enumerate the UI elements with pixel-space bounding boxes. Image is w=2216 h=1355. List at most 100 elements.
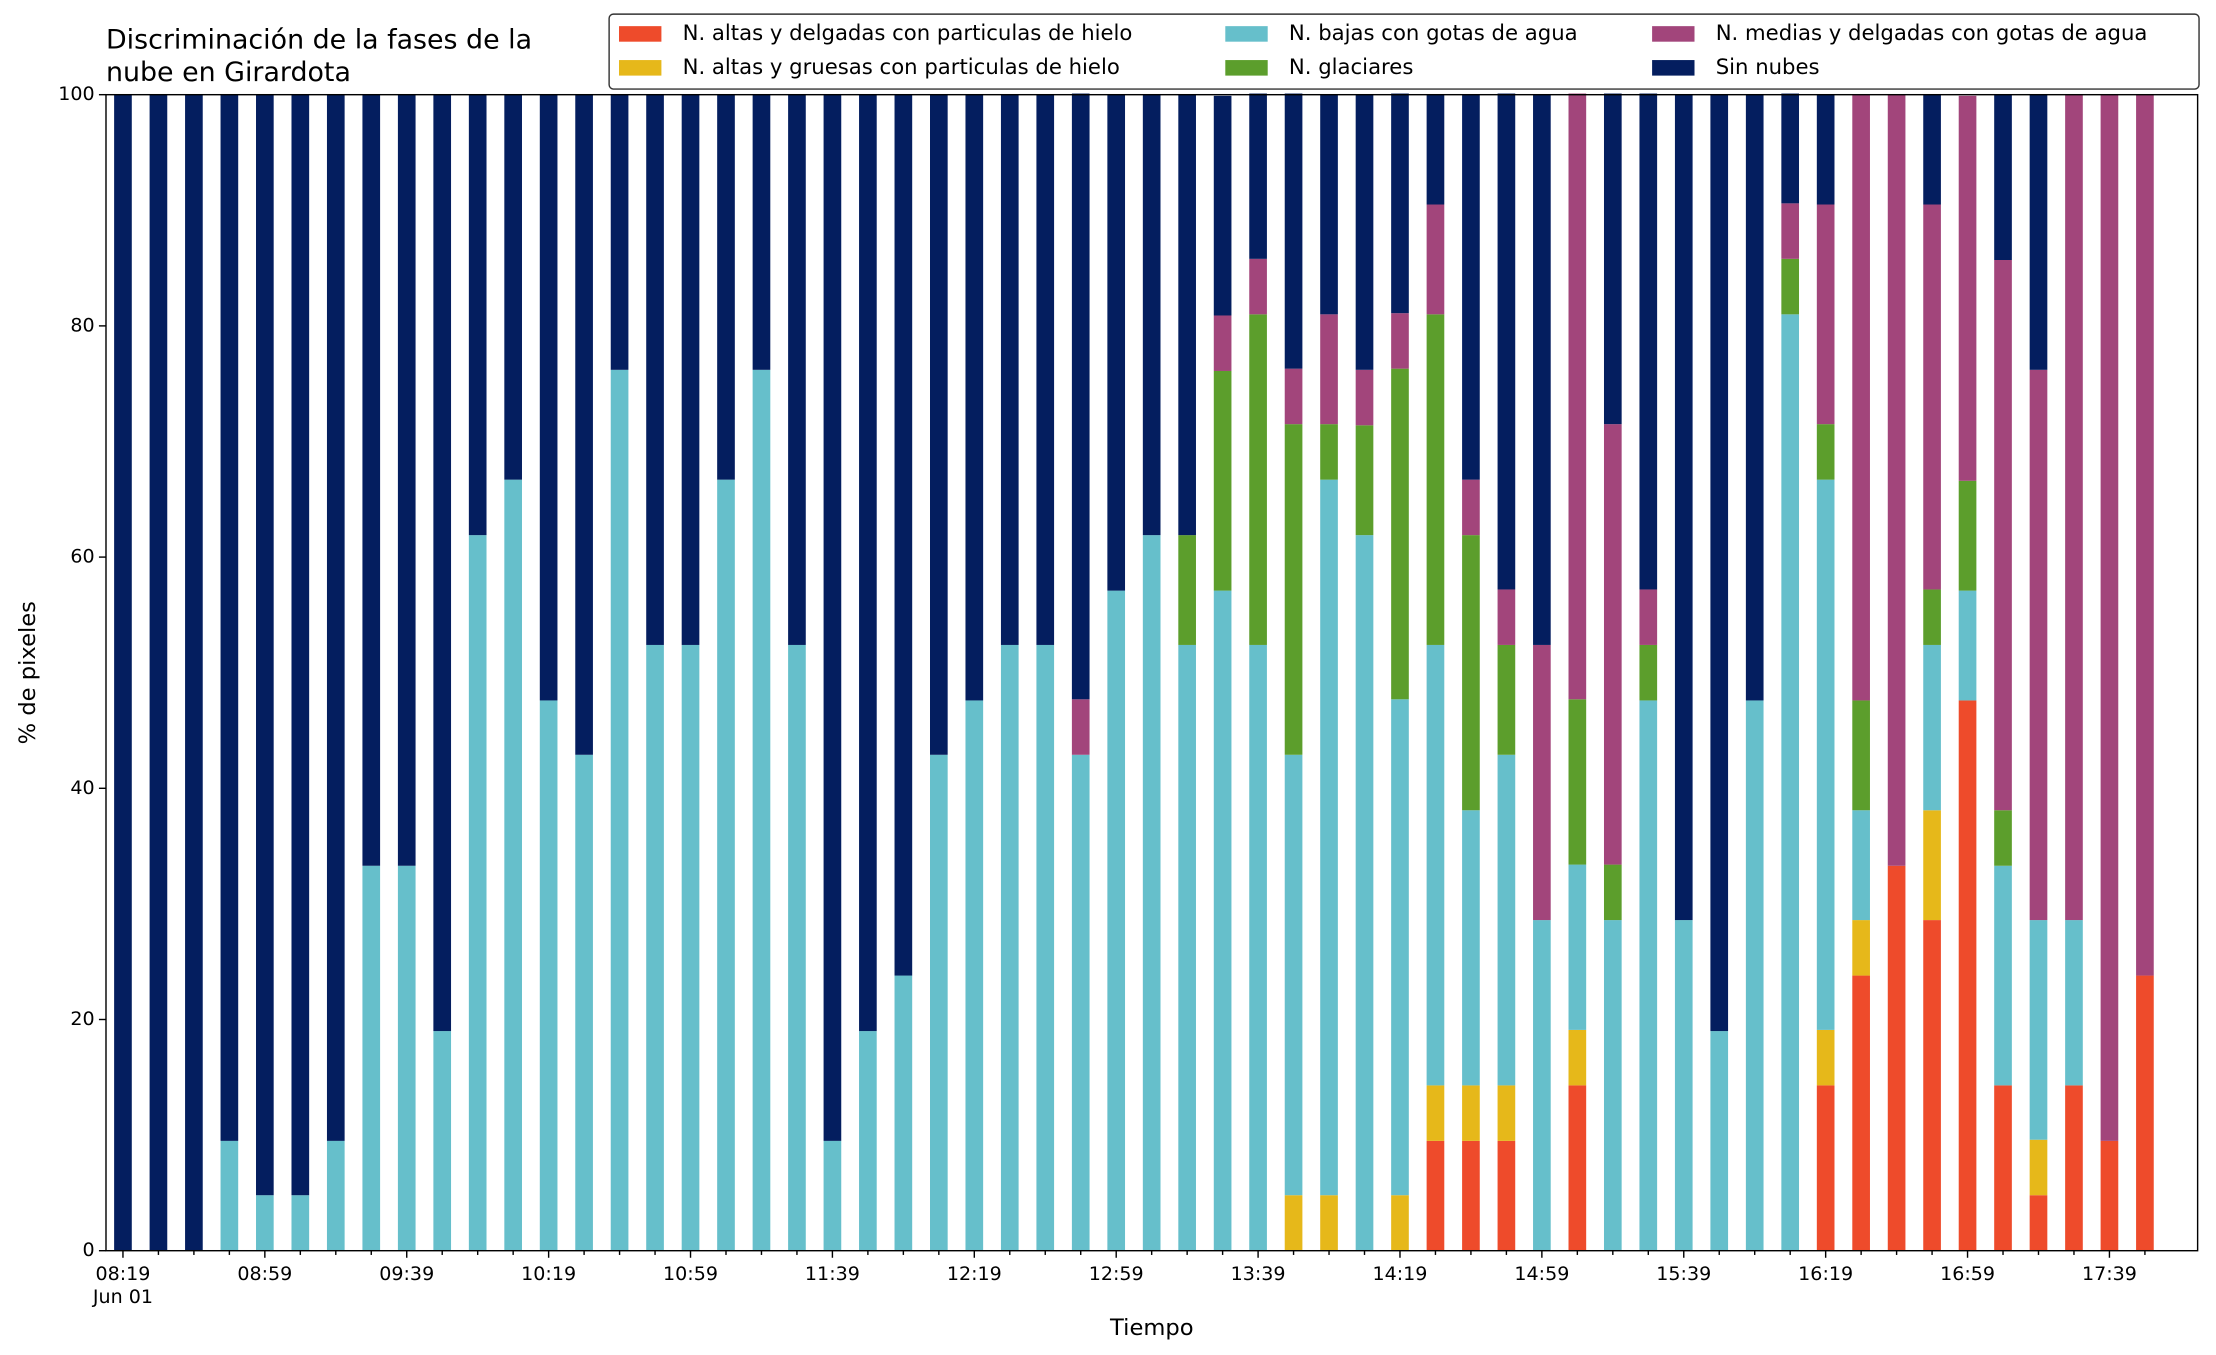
bar-segment bbox=[1887, 865, 1906, 1251]
bar-segment bbox=[1249, 314, 1267, 645]
x-tick-label: 08:19 bbox=[95, 1263, 150, 1285]
bar-segment bbox=[1426, 1085, 1445, 1141]
bar-segment bbox=[1249, 93, 1267, 259]
x-tick-label: 15:39 bbox=[1656, 1263, 1711, 1285]
bar-segment bbox=[1071, 699, 1090, 755]
y-tick-label: 80 bbox=[70, 314, 94, 336]
x-tick-label: 17:39 bbox=[2082, 1263, 2137, 1285]
bar-segment bbox=[1958, 590, 1977, 701]
bar-segment bbox=[1603, 93, 1622, 425]
bar-segment bbox=[1355, 94, 1374, 370]
bar-segment bbox=[362, 94, 381, 866]
bar-segment bbox=[1923, 94, 1941, 205]
bar-segment bbox=[1674, 94, 1693, 921]
chart-title: nube en Girardota bbox=[106, 57, 351, 88]
x-tick-label: 16:19 bbox=[1798, 1263, 1853, 1285]
legend-label: N. medias y delgadas con gotas de agua bbox=[1716, 20, 2148, 45]
bar-segment bbox=[1462, 94, 1480, 480]
bar-segment bbox=[1320, 424, 1338, 480]
bar-segment bbox=[1320, 1195, 1338, 1251]
bar-segment bbox=[1178, 535, 1196, 645]
bar-segment bbox=[1497, 1085, 1516, 1141]
bar-segment bbox=[1142, 94, 1161, 536]
x-tick-label: 14:59 bbox=[1514, 1263, 1569, 1285]
bar-segment bbox=[1852, 920, 1870, 976]
bar-segment bbox=[788, 94, 806, 645]
legend-label: N. altas y gruesas con particulas de hie… bbox=[683, 54, 1120, 79]
bar-segment bbox=[1142, 535, 1161, 1251]
bar-segment bbox=[717, 479, 735, 1251]
bar-segment bbox=[1994, 259, 2012, 811]
bar-segment bbox=[220, 1140, 239, 1251]
bar-segment bbox=[114, 94, 132, 1251]
bar-segment bbox=[1284, 754, 1303, 1196]
bar-segment bbox=[2136, 975, 2154, 1251]
bar-segment bbox=[433, 1031, 452, 1251]
bar-segment bbox=[1781, 258, 1800, 315]
bar-segment bbox=[2065, 920, 2083, 1086]
bar-segment bbox=[2065, 94, 2083, 921]
bar-segment bbox=[1568, 1029, 1587, 1086]
x-axis-label: Tiempo bbox=[1109, 1315, 1194, 1341]
bar-segment bbox=[1000, 644, 1019, 1251]
y-tick-label: 0 bbox=[83, 1239, 95, 1261]
bar-segment bbox=[1533, 920, 1551, 1251]
legend-label: N. bajas con gotas de agua bbox=[1289, 20, 1578, 45]
bar-segment bbox=[1958, 480, 1977, 591]
bar-segment bbox=[1213, 590, 1232, 1251]
legend-swatch bbox=[1652, 26, 1695, 42]
y-tick-label: 100 bbox=[58, 83, 94, 105]
bar-segment bbox=[1533, 644, 1551, 921]
bar-segment bbox=[1320, 479, 1338, 1196]
legend-label: N. altas y delgadas con particulas de hi… bbox=[683, 20, 1133, 45]
bar-segment bbox=[1462, 810, 1480, 1086]
bar-segment bbox=[1852, 975, 1870, 1251]
bar-segment bbox=[859, 94, 877, 1032]
bar-segment bbox=[1178, 94, 1196, 536]
bar-segment bbox=[1923, 810, 1941, 921]
x-tick-label: 12:19 bbox=[947, 1263, 1002, 1285]
bar-segment bbox=[149, 94, 168, 1251]
bar-segment bbox=[1994, 865, 2012, 1086]
x-tick-label: 13:39 bbox=[1231, 1263, 1286, 1285]
bar-segment bbox=[1816, 479, 1835, 1030]
bar-segment bbox=[1852, 94, 1870, 701]
bar-segment bbox=[2029, 920, 2048, 1140]
bar-segment bbox=[291, 94, 310, 1196]
bar-segment bbox=[823, 1140, 842, 1251]
bar-segment bbox=[1497, 644, 1516, 755]
bar-segment bbox=[504, 479, 522, 1251]
bar-segment bbox=[1958, 700, 1977, 1251]
bar-segment bbox=[823, 94, 842, 1141]
bar-segment bbox=[1462, 1085, 1480, 1141]
bar-segment bbox=[1781, 314, 1800, 1251]
bar-segment bbox=[965, 94, 984, 701]
bar-segment bbox=[894, 94, 913, 976]
bar-segment bbox=[1639, 700, 1658, 1251]
bar-segment bbox=[575, 94, 593, 755]
bar-segment bbox=[1320, 94, 1338, 315]
bar-segment bbox=[1887, 94, 1906, 866]
bar-segment bbox=[1462, 535, 1480, 811]
bar-segment bbox=[1852, 700, 1870, 811]
bar-segment bbox=[1462, 1140, 1480, 1251]
bar-segment bbox=[397, 865, 416, 1251]
bar-segment bbox=[504, 94, 522, 480]
legend-label: Sin nubes bbox=[1716, 54, 1820, 79]
bar-segment bbox=[256, 1195, 274, 1251]
bar-segment bbox=[965, 700, 984, 1251]
bar-segment bbox=[2100, 1140, 2119, 1251]
bar-segment bbox=[1071, 754, 1090, 1251]
bar-segment bbox=[185, 94, 203, 1251]
bar-segment bbox=[1249, 644, 1267, 1251]
bar-segment bbox=[326, 94, 345, 1141]
bar-segment bbox=[1923, 644, 1941, 811]
y-axis-label: % de pixeles bbox=[15, 601, 41, 744]
bar-segment bbox=[1994, 810, 2012, 866]
bar-segment bbox=[1958, 95, 1977, 481]
bar-segment bbox=[1320, 314, 1338, 425]
legend-swatch bbox=[619, 26, 662, 42]
bar-segment bbox=[1391, 1195, 1409, 1251]
bar-segment bbox=[1533, 94, 1551, 645]
